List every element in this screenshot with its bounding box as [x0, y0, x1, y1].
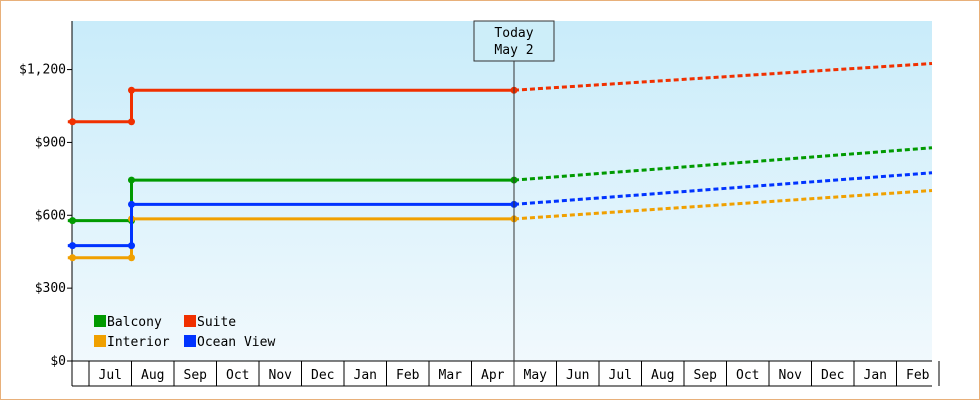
series-ocean-view — [67, 171, 933, 250]
legend-item-balcony: Balcony — [94, 315, 162, 330]
today-label: Today — [494, 26, 533, 41]
x-tick-label: May — [524, 368, 548, 383]
x-tick-label: Jan — [864, 368, 887, 383]
y-tick-label: $1,200 — [19, 63, 66, 78]
legend-swatch — [94, 315, 106, 327]
data-point — [69, 254, 76, 262]
y-tick-label: $0 — [50, 354, 66, 369]
x-tick-label: Sep — [184, 368, 208, 383]
history-line — [67, 178, 514, 223]
x-tick-label: Jul — [609, 368, 632, 383]
x-tick-label: Dec — [311, 368, 334, 383]
legend-item-suite: Suite — [184, 315, 236, 330]
x-tick-label: Aug — [141, 368, 164, 383]
x-tick-label: Jun — [566, 368, 589, 383]
x-tick-label: Feb — [906, 368, 930, 383]
legend-item-interior: Interior — [94, 335, 170, 350]
forecast-line — [513, 171, 933, 206]
data-point — [69, 217, 76, 225]
data-point — [128, 242, 135, 250]
today-marker: Today May 2 — [473, 20, 555, 386]
data-point — [128, 254, 135, 262]
legend-swatch — [184, 315, 196, 327]
x-tick-label: Jan — [354, 368, 377, 383]
data-point — [128, 200, 135, 208]
history-line — [67, 88, 514, 124]
legend-swatch — [184, 335, 196, 347]
data-point — [69, 242, 76, 250]
plot-background — [72, 21, 932, 361]
y-axis: $0 $300 $600 $900 $1,200 — [19, 21, 73, 369]
legend: Balcony Suite Interior Ocean View — [94, 315, 275, 350]
series-layer — [67, 62, 933, 262]
x-tick-label: Feb — [396, 368, 420, 383]
legend-label: Ocean View — [197, 335, 275, 350]
x-tick-label: Mar — [439, 368, 463, 383]
legend-label: Interior — [107, 335, 170, 350]
x-tick-label: Nov — [269, 368, 293, 383]
legend-item-ocean-view: Ocean View — [184, 335, 275, 350]
legend-swatch — [94, 335, 106, 347]
x-tick-label: Aug — [651, 368, 674, 383]
today-date: May 2 — [494, 43, 533, 58]
data-point — [128, 118, 135, 126]
x-tick-label: Dec — [821, 368, 844, 383]
x-axis: Jul Aug Sep Oct Nov Dec Jan Feb Mar Apr May Jun Jul A… — [71, 360, 940, 387]
x-tick-label: Oct — [226, 368, 249, 383]
legend-label: Balcony — [107, 315, 162, 330]
x-tick-label: Oct — [736, 368, 759, 383]
x-tick-label: Apr — [481, 368, 505, 383]
data-point — [128, 176, 135, 184]
data-point — [128, 86, 135, 94]
data-point — [69, 118, 76, 126]
x-tick-label: Jul — [99, 368, 122, 383]
forecast-line — [513, 189, 933, 221]
x-tick-label: Nov — [779, 368, 803, 383]
history-line — [67, 202, 514, 248]
y-tick-label: $600 — [35, 208, 66, 223]
y-tick-label: $900 — [35, 135, 66, 150]
y-tick-label: $300 — [35, 281, 66, 296]
legend-label: Suite — [197, 315, 236, 330]
today-box — [473, 20, 555, 62]
forecast-line — [513, 146, 933, 182]
x-tick-label: Sep — [694, 368, 718, 383]
forecast-line — [513, 62, 933, 92]
